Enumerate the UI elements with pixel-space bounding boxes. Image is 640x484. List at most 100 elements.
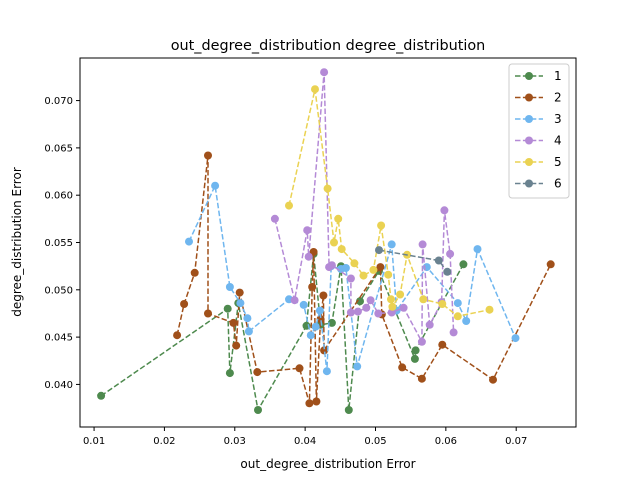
data-point xyxy=(453,312,462,321)
data-point xyxy=(485,305,494,314)
data-point xyxy=(322,367,331,376)
data-point xyxy=(304,252,313,261)
legend-label: 6 xyxy=(554,177,562,191)
data-point xyxy=(254,406,262,414)
data-point xyxy=(341,264,350,272)
series-5 xyxy=(285,85,494,321)
data-point xyxy=(438,300,447,308)
data-point xyxy=(190,268,199,277)
data-point xyxy=(299,300,308,309)
data-point xyxy=(418,240,427,249)
data-point xyxy=(425,320,434,329)
data-point xyxy=(180,300,189,308)
data-point xyxy=(462,317,471,325)
legend-label: 1 xyxy=(554,69,562,83)
data-point xyxy=(419,295,428,304)
data-point xyxy=(417,374,426,383)
legend-entry: 2 xyxy=(515,91,562,105)
legend-entry: 3 xyxy=(515,112,562,126)
data-point xyxy=(311,322,320,331)
data-point xyxy=(311,85,319,94)
data-point xyxy=(253,368,262,377)
legend-marker xyxy=(525,115,533,123)
data-point xyxy=(353,307,362,316)
legend-label: 2 xyxy=(554,91,562,105)
y-tick-label: 0.070 xyxy=(44,96,73,107)
data-point xyxy=(290,296,299,305)
data-point xyxy=(434,256,443,265)
data-point xyxy=(438,340,447,349)
plot-frame xyxy=(79,57,577,428)
data-point xyxy=(546,260,555,269)
series-3 xyxy=(185,181,520,376)
data-point xyxy=(369,265,378,274)
data-point xyxy=(235,288,244,297)
data-point xyxy=(327,261,336,270)
data-point xyxy=(417,337,426,346)
data-point xyxy=(316,315,325,324)
data-point xyxy=(327,318,336,327)
data-point xyxy=(440,206,449,215)
data-point xyxy=(356,297,364,306)
y-axis-label: degree_distribution Error xyxy=(10,167,24,317)
data-point xyxy=(173,331,182,340)
data-point xyxy=(511,334,520,343)
data-point xyxy=(306,331,315,340)
legend-label: 3 xyxy=(554,112,562,126)
series-6 xyxy=(375,246,452,276)
data-point xyxy=(204,309,212,318)
data-point xyxy=(374,309,383,318)
series-layer xyxy=(97,68,555,414)
data-point xyxy=(308,283,317,291)
ticks-layer: 0.01 0.02 0.03 0.04 0.05 0.06 0.07 0.040 0.045 0.… xyxy=(44,96,527,447)
data-point xyxy=(377,221,386,230)
x-tick-label: 0.07 xyxy=(505,436,527,447)
legend-label: 5 xyxy=(554,155,562,169)
data-point xyxy=(305,399,314,408)
legend-entry: 5 xyxy=(515,155,562,169)
data-point xyxy=(270,214,279,223)
data-point xyxy=(396,290,405,299)
data-point xyxy=(473,245,482,254)
data-point xyxy=(449,328,458,337)
legend-marker xyxy=(525,136,533,145)
data-point xyxy=(359,271,368,280)
data-point xyxy=(410,354,419,363)
data-point xyxy=(350,259,359,268)
y-tick-label: 0.040 xyxy=(44,380,73,391)
y-tick-label: 0.065 xyxy=(44,143,73,154)
legend-entry: 6 xyxy=(515,177,562,191)
data-point xyxy=(344,406,353,414)
series-4 xyxy=(270,68,458,346)
data-point xyxy=(330,238,338,247)
data-point xyxy=(243,314,252,323)
x-tick-label: 0.06 xyxy=(435,436,457,447)
x-tick-label: 0.03 xyxy=(224,436,246,447)
legend-marker xyxy=(525,179,533,188)
data-point xyxy=(236,299,245,308)
data-point xyxy=(337,245,346,254)
data-point xyxy=(225,369,234,378)
y-tick-label: 0.060 xyxy=(44,191,73,202)
data-point xyxy=(398,363,407,372)
data-point xyxy=(399,303,408,312)
data-point xyxy=(411,346,420,355)
legend-marker xyxy=(525,158,533,166)
data-point xyxy=(312,397,321,406)
data-point xyxy=(366,296,375,305)
data-point xyxy=(320,68,329,77)
data-point xyxy=(388,302,397,311)
data-point xyxy=(232,341,241,350)
data-point xyxy=(362,303,371,312)
legend-entry: 1 xyxy=(515,69,562,83)
data-point xyxy=(315,306,324,315)
data-point xyxy=(334,214,343,223)
legend-entry: 4 xyxy=(515,134,562,148)
data-point xyxy=(97,391,106,400)
data-point xyxy=(204,151,212,160)
legend-marker xyxy=(525,93,533,102)
x-axis-label: out_degree_distribution Error xyxy=(240,457,415,471)
data-point xyxy=(285,201,293,210)
y-tick-label: 0.055 xyxy=(44,238,73,249)
